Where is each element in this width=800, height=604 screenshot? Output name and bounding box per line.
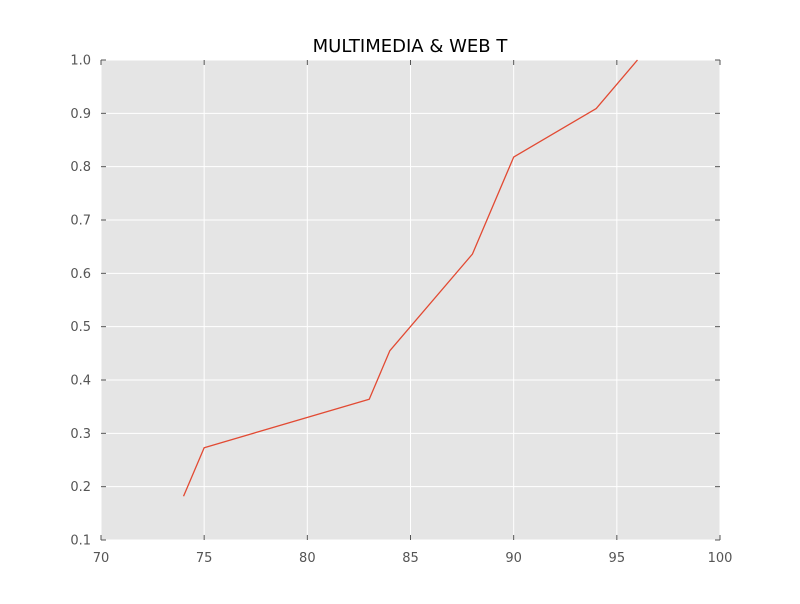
chart-title: MULTIMEDIA & WEB T [313,36,509,57]
y-tick-label: 0.8 [70,160,91,175]
y-tick-label: 0.5 [70,320,91,335]
y-tick-label: 0.4 [70,374,91,389]
y-tick-label: 0.9 [70,107,91,122]
x-tick-label: 70 [93,551,110,566]
y-tick-label: 0.1 [70,534,91,549]
x-tick-label: 95 [609,551,626,566]
y-tick-label: 0.6 [70,267,91,282]
x-tick-label: 85 [402,551,419,566]
y-tick-label: 1.0 [70,54,91,69]
y-tick-label: 0.7 [70,214,91,229]
x-tick-label: 100 [708,551,733,566]
x-tick-label: 75 [196,551,213,566]
x-tick-label: 80 [299,551,316,566]
x-tick-label: 90 [505,551,522,566]
y-tick-label: 0.2 [70,480,91,495]
y-tick-label: 0.3 [70,427,91,442]
